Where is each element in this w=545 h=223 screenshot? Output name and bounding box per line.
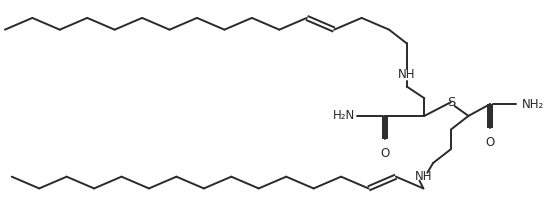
Text: H₂N: H₂N [332,109,355,122]
Text: NH₂: NH₂ [522,98,543,111]
Text: NH: NH [398,68,415,81]
Text: NH: NH [415,170,432,183]
Text: O: O [486,136,495,149]
Text: S: S [447,96,456,109]
Text: O: O [380,147,390,160]
